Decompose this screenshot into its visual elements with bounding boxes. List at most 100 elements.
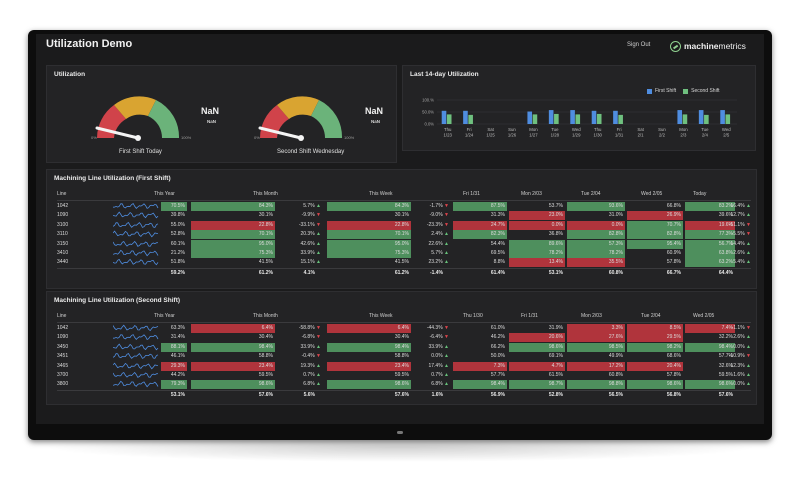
table-row[interactable]: 1090 39.8% 30.1% -9.9% ▼ 30.1% -9.0% ▼ 31.3% 23… <box>57 211 751 221</box>
table-row[interactable]: 3450 88.1% 98.4% 33.9% ▲ 98.4% 33.9% ▲ 66.2% 98… <box>57 342 751 352</box>
day-cell: 66.8% <box>666 203 681 209</box>
day-cell: 8.8% <box>493 259 505 266</box>
trend-up-icon: ▲ <box>746 334 751 341</box>
day-cell: 24.7% <box>453 220 507 230</box>
day-cell: 78.2% <box>509 249 565 258</box>
column-header[interactable]: This Year <box>154 313 175 319</box>
column-header[interactable]: This Year <box>154 191 175 197</box>
totals-divider <box>57 267 751 269</box>
column-header[interactable]: Wed 2/05 <box>641 191 663 197</box>
bar-second-shift <box>596 113 602 124</box>
day-cell: 98.6% <box>627 380 683 390</box>
this-year-cell: 63.3% <box>170 325 185 331</box>
column-header[interactable]: Thu 1/30 <box>463 313 483 319</box>
bar-second-shift <box>618 114 623 124</box>
x-tick-label: Mon <box>529 127 538 132</box>
column-header[interactable]: Tue 2/04 <box>581 191 601 197</box>
column-header[interactable]: Line <box>57 313 67 319</box>
day-cell: 20.4% <box>627 361 683 371</box>
this-week-cell: 98.6% <box>327 380 411 390</box>
total-week: 61.2% <box>394 269 409 276</box>
day-cell: 82.8% <box>567 230 625 240</box>
gauge-zero-label: 0% <box>91 135 97 140</box>
column-header[interactable]: This Month <box>253 313 278 319</box>
table-row[interactable]: 3800 79.3% 98.6% 6.8% ▲ 98.6% 6.8% ▲ 98.4% 98.7… <box>57 380 751 390</box>
column-header[interactable]: Today <box>693 191 707 197</box>
x-tick-label: Fri <box>617 127 622 132</box>
day-cell: 53.7% <box>548 203 563 209</box>
column-header[interactable]: Fri 1/31 <box>463 191 480 197</box>
sparkline-cell <box>112 230 159 239</box>
day-cell: 87.5% <box>453 202 507 211</box>
table-header-row: Line This Year This Month This Week Thu 1/30… <box>57 312 751 321</box>
this-month-cell: 95.0% <box>191 239 275 249</box>
gauge-orange-arc <box>114 96 156 119</box>
table-row[interactable]: 3451 46.1% 58.8% -0.4% ▼ 58.8% 0.0% ▲ 50.0% 69.… <box>57 352 751 361</box>
this-week-cell: 6.4% <box>327 324 411 333</box>
bar-first-shift <box>463 110 468 124</box>
totals-divider <box>57 389 751 391</box>
table-row[interactable]: 1042 63.3% 6.4% -58.8% ▼ 6.4% -44.3% ▼ 61.0% 31… <box>57 324 751 333</box>
day-cell: 82.8% <box>627 230 683 240</box>
this-week-cell: 23.4% <box>327 361 411 371</box>
line-id: 3451 <box>57 353 69 360</box>
table-row[interactable]: 3465 29.3% 23.4% 19.3% ▲ 23.4% 17.4% ▲ 7.3% 4.7… <box>57 361 751 371</box>
gauge-orange-arc <box>277 96 319 119</box>
sparkline <box>112 221 159 228</box>
column-header[interactable]: Wed 2/05 <box>693 313 715 319</box>
bar-second-shift <box>532 114 538 124</box>
gauge-needle <box>95 126 140 140</box>
today-cell: 59.5% <box>718 372 733 378</box>
day-cell: 60.9% <box>666 250 681 256</box>
column-header[interactable]: Mon 2/03 <box>581 313 602 319</box>
line-id: 3410 <box>57 250 69 256</box>
sparkline <box>112 259 159 266</box>
column-header[interactable]: Tue 2/04 <box>641 313 661 319</box>
this-year-cell: 44.2% <box>170 372 185 378</box>
totals-row: 53.1% 57.6% 5.6% 57.6% 1.6% 56.9% 52.8% 56.5% 56… <box>57 391 751 400</box>
header: Utilization Demo Sign Out machinemetrics <box>36 34 764 58</box>
table-row[interactable]: 3440 51.8% 41.5% 15.1% ▲ 41.5% 23.2% ▲ 8.8% 13.… <box>57 258 751 268</box>
day-cell: 7.3% <box>453 361 507 371</box>
trend-up-icon: ▲ <box>444 343 449 350</box>
column-header[interactable]: This Month <box>253 191 278 197</box>
x-tick-label: 2/2 <box>659 133 666 138</box>
trend-up-icon: ▲ <box>746 212 751 219</box>
sign-out-link[interactable]: Sign Out <box>627 42 651 48</box>
legend-swatch-first <box>647 88 652 94</box>
brand-name: machinemetrics <box>684 41 746 51</box>
table-row[interactable]: 3410 21.2% 75.3% 33.9% ▲ 75.3% 5.7% ▲ 69.5% 78.… <box>57 249 751 258</box>
bar-first-shift <box>441 110 447 124</box>
today-cell: 98.4% <box>685 342 735 352</box>
table-row[interactable]: 1042 70.5% 84.3% 5.7% ▲ 84.3% -1.7% ▼ 87.5% 53.… <box>57 202 751 211</box>
trend-down-icon: ▼ <box>444 325 449 331</box>
today-cell: 77.3% <box>685 230 735 240</box>
table-row[interactable]: 3700 44.2% 59.5% 0.7% ▲ 59.5% 0.7% ▲ 57.7% 61.5… <box>57 371 751 380</box>
x-tick-label: 2/5 <box>723 133 730 138</box>
trend-up-icon: ▲ <box>316 362 321 369</box>
column-header[interactable]: Mon 2/03 <box>521 191 542 197</box>
bar-second-shift <box>468 114 473 124</box>
last-14-day-title: Last 14-day Utilization <box>410 71 479 78</box>
total-week-delta: 1.6% <box>431 391 443 398</box>
day-cell: 89.6% <box>509 239 565 249</box>
total-year: 59.2% <box>170 269 185 276</box>
bar-second-shift <box>682 114 688 124</box>
column-header[interactable]: This Week <box>369 313 393 319</box>
table-row[interactable]: 1090 31.4% 30.4% -6.8% ▼ 30.4% -6.4% ▼ 46.2% 20… <box>57 333 751 343</box>
total-week-delta: -1.4% <box>429 269 443 276</box>
total-day: 60.8% <box>608 269 623 276</box>
day-cell: 95.4% <box>627 239 683 249</box>
totals-row: 59.2% 61.2% 4.1% 61.2% -1.4% 61.4% 53.1% 60.8% 6… <box>57 269 751 278</box>
day-cell: 50.0% <box>490 353 505 360</box>
column-header[interactable]: This Week <box>369 191 393 197</box>
sparkline <box>112 230 159 238</box>
bar-first-shift <box>720 110 725 124</box>
trend-up-icon: ▲ <box>316 240 321 247</box>
column-header[interactable]: Line <box>57 191 67 197</box>
this-week-cell: 30.1% <box>394 212 409 219</box>
table-row[interactable]: 3150 60.1% 95.0% 42.6% ▲ 95.0% 22.6% ▲ 54.4% 89… <box>57 239 751 249</box>
table-row[interactable]: 3100 55.0% 22.8% -33.1% ▼ 22.8% -23.3% ▼ 24.7%… <box>57 220 751 230</box>
column-header[interactable]: Fri 1/31 <box>521 313 538 319</box>
table-row[interactable]: 3110 52.8% 70.1% 20.3% ▲ 70.1% 2.4% ▲ 82.3% 36.… <box>57 230 751 240</box>
